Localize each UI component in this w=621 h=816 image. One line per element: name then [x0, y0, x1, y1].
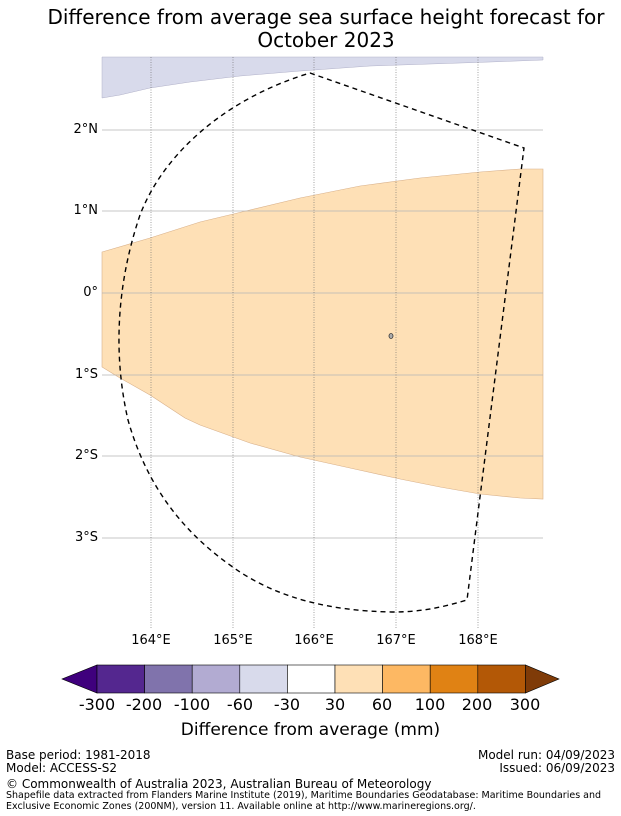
colorbar-segment [287, 664, 336, 694]
lon-label-164e: 164°E [131, 633, 171, 648]
source-line-2: Exclusive Economic Zones (200NM), versio… [6, 801, 476, 812]
colorbar-extend-high [525, 664, 560, 694]
lat-label-3s: 3°S [74, 530, 98, 545]
colorbar-tick: 60 [371, 695, 393, 714]
lon-label-165e: 165°E [213, 633, 253, 648]
lon-label-168e: 168°E [458, 633, 498, 648]
lat-label-1n: 1°N [73, 203, 99, 218]
lon-label-166e: 166°E [294, 633, 334, 648]
colorbar-tick: -30 [273, 695, 301, 714]
lat-label-2s: 2°S [74, 448, 98, 463]
longitude-grid [150, 57, 479, 628]
lat-label-2n: 2°N [73, 122, 99, 137]
colorbar-title: Difference from average (mm) [180, 720, 441, 740]
colorbar-tick: -60 [226, 695, 254, 714]
model-run: Model run: 04/09/2023 [477, 748, 615, 762]
title-line-2: October 2023 [257, 28, 395, 52]
colorbar-extend-low [61, 664, 98, 694]
colorbar-segment [477, 664, 526, 694]
colorbar-tick: 200 [461, 695, 493, 714]
negative-anomaly-region [101, 56, 544, 99]
lat-label-1s: 1°S [74, 367, 98, 382]
colorbar-tick: -200 [125, 695, 163, 714]
copyright: © Commonwealth of Australia 2023, Austra… [6, 777, 432, 791]
source-line-1: Shapefile data extracted from Flanders M… [6, 790, 602, 801]
colorbar-segment [382, 664, 431, 694]
issued-date: Issued: 06/09/2023 [499, 761, 615, 775]
colorbar-tick: 100 [414, 695, 446, 714]
base-period: Base period: 1981-2018 [6, 748, 151, 762]
map-title: Difference from average sea surface heig… [0, 6, 621, 52]
lat-label-0: 0° [83, 285, 98, 300]
colorbar-tick: -100 [173, 695, 211, 714]
colorbar-segment [239, 664, 288, 694]
lon-label-167e: 167°E [376, 633, 416, 648]
positive-anomaly-region [101, 168, 544, 500]
island [388, 333, 394, 339]
colorbar-segment [96, 664, 145, 694]
eez-boundary [118, 72, 525, 613]
colorbar-tick: 30 [324, 695, 346, 714]
colorbar-segment [191, 664, 241, 694]
colorbar-segment [144, 664, 193, 694]
data-source: Shapefile data extracted from Flanders M… [6, 790, 606, 812]
colorbar-tick: 300 [509, 695, 541, 714]
colorbar [61, 664, 560, 694]
colorbar-segment [429, 664, 479, 694]
title-line-1: Difference from average sea surface heig… [47, 5, 605, 29]
latitude-grid [102, 129, 543, 539]
model-name: Model: ACCESS-S2 [6, 761, 118, 775]
colorbar-segment [334, 664, 383, 694]
colorbar-tick: -300 [78, 695, 116, 714]
